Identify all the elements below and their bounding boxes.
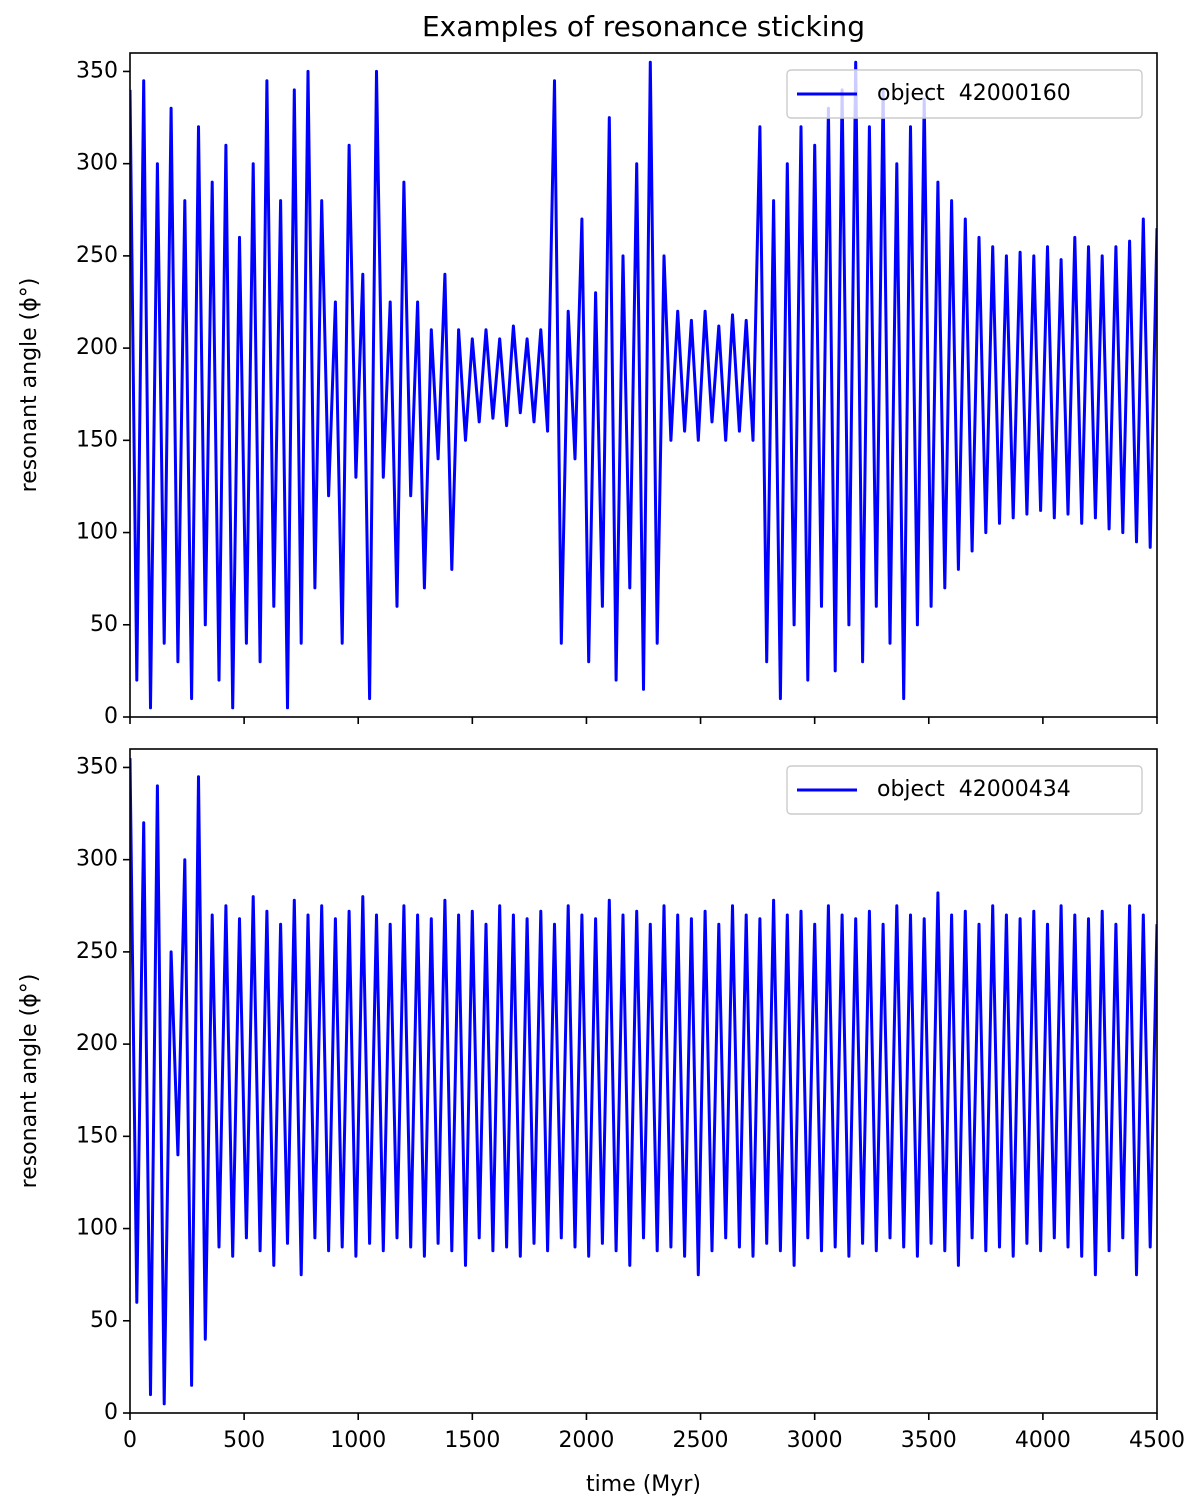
x-tick-label: 3500: [901, 1428, 957, 1453]
y-tick-label: 200: [76, 1031, 118, 1056]
x-tick-label: 4000: [1015, 1428, 1071, 1453]
y-tick-label: 50: [90, 612, 118, 637]
chart-title: Examples of resonance sticking: [422, 10, 865, 43]
y-tick-label: 100: [76, 520, 118, 545]
x-tick-label: 2000: [558, 1428, 614, 1453]
y-tick-label: 200: [76, 335, 118, 360]
legend-box: [786, 765, 1143, 815]
x-tick-label: 500: [223, 1428, 265, 1453]
legend-label: object 42000160: [877, 81, 1071, 106]
data-line: [130, 60, 1157, 710]
y-tick-label: 150: [76, 427, 118, 452]
y-tick-label: 150: [76, 1123, 118, 1148]
y-tick-label: 300: [76, 151, 118, 176]
y-axis-label: resonant angle (ϕ°): [17, 278, 42, 493]
y-tick-label: 250: [76, 939, 118, 964]
x-tick-label: 2500: [673, 1428, 729, 1453]
y-tick-label: 0: [104, 1400, 118, 1425]
y-tick-label: 100: [76, 1216, 118, 1241]
plot-frame: [129, 52, 1158, 718]
y-axis-label: resonant angle (ϕ°): [17, 974, 42, 1189]
y-tick-label: 350: [76, 754, 118, 779]
x-tick-label: 1500: [444, 1428, 500, 1453]
legend-label: object 42000434: [877, 777, 1071, 802]
y-tick-label: 250: [76, 243, 118, 268]
y-tick-label: 300: [76, 847, 118, 872]
x-tick-label: 4500: [1129, 1428, 1185, 1453]
x-tick-label: 0: [123, 1428, 137, 1453]
x-axis-label: time (Myr): [586, 1472, 701, 1497]
y-tick-label: 0: [104, 704, 118, 729]
y-tick-label: 50: [90, 1308, 118, 1333]
data-line: [130, 758, 1157, 1406]
legend-box: [786, 69, 1143, 119]
plot-frame: [129, 748, 1158, 1414]
y-tick-label: 350: [76, 58, 118, 83]
x-tick-label: 3000: [787, 1428, 843, 1453]
x-tick-label: 1000: [330, 1428, 386, 1453]
